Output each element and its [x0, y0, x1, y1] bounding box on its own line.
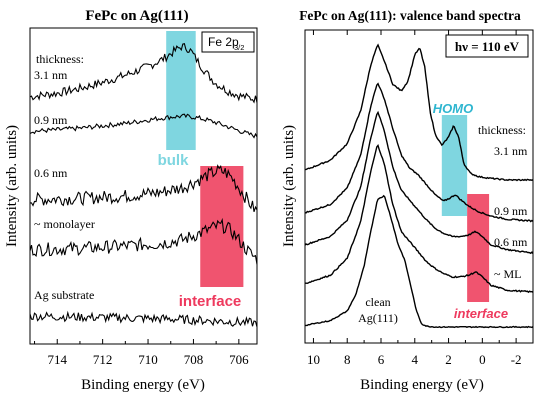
left-series-line	[29, 310, 258, 328]
left-series-label: Ag substrate	[34, 288, 94, 302]
clean-label-line2: Ag(111)	[358, 311, 398, 325]
right-x-tick-label: 4	[412, 352, 419, 367]
right-panel: FePc on Ag(111): valence band spectra 3.…	[281, 8, 534, 393]
right-x-axis-label: Binding energy (eV)	[360, 377, 484, 393]
left-x-axis-label: Binding energy (eV)	[81, 377, 205, 393]
left-series-line	[29, 217, 258, 265]
bulk-band	[166, 31, 196, 150]
left-series-line	[30, 164, 258, 212]
clean-label-line1: clean	[365, 295, 390, 309]
right-x-tick-label: 8	[344, 352, 351, 367]
homo-annotation: HOMO	[433, 101, 473, 116]
right-series-line	[304, 194, 534, 329]
left-x-tick-label: 712	[93, 352, 113, 367]
left-series-group: 3.1 nm 0.9 nm 0.6 nm ~ monolayer Ag substrat…	[29, 43, 258, 328]
right-series-label: 3.1 nm	[494, 144, 528, 158]
right-series-line	[304, 110, 534, 255]
left-thickness-label: thickness:	[36, 52, 84, 66]
left-series-line	[29, 113, 258, 139]
right-y-axis-label: Intensity (arb. units)	[281, 125, 297, 247]
right-x-tick-label: 2	[445, 352, 452, 367]
left-y-axis-label: Intensity (arb. units)	[4, 125, 20, 247]
photon-energy-box: hν = 110 eV	[445, 34, 529, 58]
right-thickness-label: thickness:	[478, 123, 526, 137]
left-series-label: 3.1 nm	[34, 68, 68, 82]
left-series-line	[29, 43, 258, 104]
left-x-tick-label: 706	[229, 352, 249, 367]
left-x-tick-label: 710	[138, 352, 158, 367]
right-bands	[441, 115, 490, 302]
left-series-label: 0.9 nm	[34, 113, 68, 127]
right-series-label: 0.6 nm	[494, 235, 528, 249]
photon-energy-label: hν = 110 eV	[455, 39, 520, 54]
left-panel: FePc on Ag(111) 3.1 nm 0.9 nm 0.6 nm ~ mono…	[4, 8, 258, 393]
left-x-tick-label: 714	[47, 352, 67, 367]
left-bands	[166, 31, 244, 287]
right-x-tick-label: 10	[307, 352, 320, 367]
right-x-tick-label: 0	[479, 352, 486, 367]
interface-annotation-right: interface	[454, 306, 508, 321]
right-series-line	[304, 43, 534, 182]
right-chart-title: FePc on Ag(111): valence band spectra	[299, 8, 521, 23]
right-x-tick-label: -2	[511, 352, 522, 367]
bulk-annotation: bulk	[158, 152, 189, 169]
homo-band	[441, 115, 468, 216]
left-series-label: ~ monolayer	[34, 217, 95, 231]
right-x-ticks: 10 8 6 4 2 0 -2	[307, 30, 534, 367]
left-plot-frame	[29, 27, 258, 345]
left-series-label: 0.6 nm	[34, 166, 68, 180]
right-series-label: ~ ML	[494, 267, 522, 281]
right-series-group: 3.1 nm 0.9 nm 0.6 nm ~ ML	[304, 43, 534, 329]
interface-band-right	[467, 194, 490, 302]
left-x-tick-label: 708	[184, 352, 204, 367]
fe2p-legend-sub: 3/2	[234, 43, 244, 52]
right-series-line	[304, 82, 534, 223]
interface-band-left	[200, 166, 244, 287]
right-series-label: 0.9 nm	[494, 204, 528, 218]
right-plot-frame	[304, 29, 534, 344]
fe2p-legend-box: Fe 2p 3/2	[201, 31, 255, 53]
interface-annotation-left: interface	[179, 293, 242, 310]
left-x-ticks: 714 712 710 708 706	[34, 339, 249, 367]
right-x-tick-label: 6	[378, 352, 385, 367]
fe2p-legend-main: Fe 2p	[208, 35, 239, 49]
left-chart-title: FePc on Ag(111)	[85, 8, 188, 24]
right-series-line	[305, 144, 534, 294]
